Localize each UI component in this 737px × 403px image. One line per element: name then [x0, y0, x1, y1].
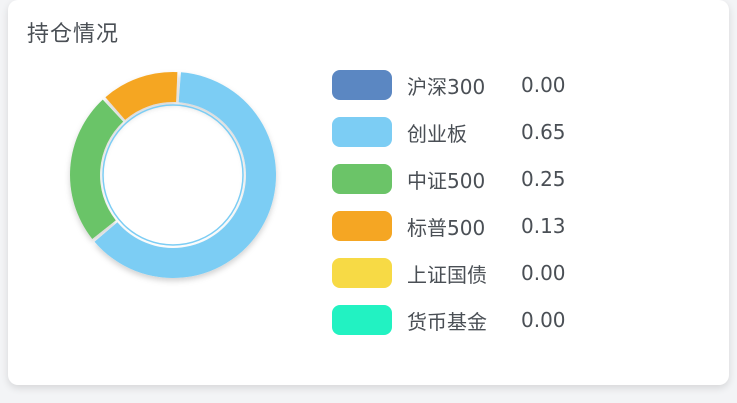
legend-label: 标普500 — [407, 215, 486, 240]
legend-swatch[interactable] — [332, 211, 392, 241]
legend-swatch[interactable] — [332, 258, 392, 288]
legend-item[interactable]: 货币基金 0.00 — [332, 305, 566, 335]
legend-item[interactable]: 标普500 0.13 — [332, 211, 566, 241]
legend-label: 创业板 — [407, 121, 467, 146]
legend-value: 0.13 — [521, 214, 566, 238]
legend-value: 0.65 — [521, 120, 566, 144]
legend-swatch[interactable] — [332, 70, 392, 100]
donut-chart — [70, 72, 277, 278]
legend-label: 上证国债 — [407, 262, 487, 287]
donut-slice-4[interactable] — [105, 72, 178, 120]
holdings-card: 持仓情况 沪深300 0.00 创业板 0.65 中证500 0.25 标普50… — [8, 0, 729, 385]
legend-label: 中证500 — [407, 168, 486, 193]
legend-value: 0.00 — [521, 73, 566, 97]
donut-slice-2[interactable] — [94, 72, 277, 278]
legend-item[interactable]: 中证500 0.25 — [332, 164, 566, 194]
legend-swatch[interactable] — [332, 117, 392, 147]
donut-inner-ring — [102, 104, 244, 246]
legend-swatch[interactable] — [332, 305, 392, 335]
legend-item[interactable]: 创业板 0.65 — [332, 117, 566, 147]
legend-label: 货币基金 — [407, 309, 487, 334]
legend-value: 0.25 — [521, 167, 566, 191]
legend-label: 沪深300 — [407, 74, 486, 99]
legend-item[interactable]: 沪深300 0.00 — [332, 70, 566, 100]
legend-value: 0.00 — [521, 261, 566, 285]
legend-value: 0.00 — [521, 308, 566, 332]
legend-item[interactable]: 上证国债 0.00 — [332, 258, 566, 288]
card-title: 持仓情况 — [27, 22, 120, 47]
donut-slice-3[interactable] — [70, 99, 124, 239]
chart-legend: 沪深300 0.00 创业板 0.65 中证500 0.25 标普500 0.1… — [332, 70, 566, 352]
legend-swatch[interactable] — [332, 164, 392, 194]
